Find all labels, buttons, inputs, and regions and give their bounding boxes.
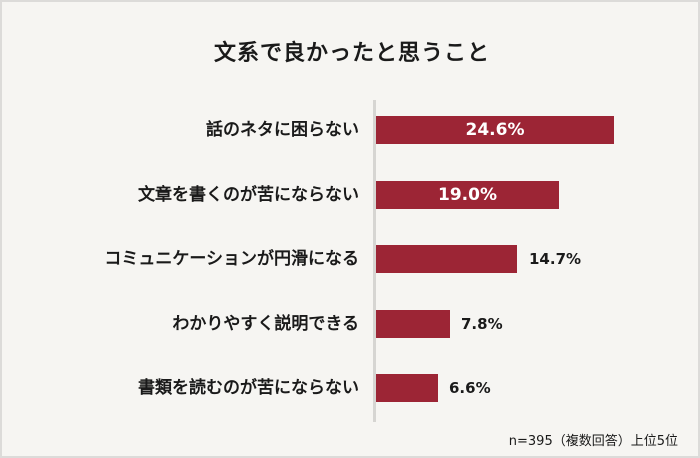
bar-row: 話のネタに困らない 24.6%	[2, 116, 700, 144]
category-label: コミュニケーションが円滑になる	[104, 249, 359, 269]
bar	[376, 374, 438, 402]
value-label: 6.6%	[449, 379, 491, 397]
bar	[376, 310, 450, 338]
category-label: わかりやすく説明できる	[172, 314, 359, 334]
category-label: 話のネタに困らない	[206, 120, 359, 140]
value-label: 14.7%	[529, 250, 582, 268]
chart-title: 文系で良かったと思うこと	[213, 41, 490, 66]
value-label: 19.0%	[438, 185, 497, 205]
y-axis-line	[373, 100, 376, 422]
bar-row: 書類を読むのが苦にならない 6.6%	[2, 374, 700, 402]
category-label: 書類を読むのが苦にならない	[138, 378, 359, 398]
value-label: 7.8%	[461, 315, 503, 333]
bar: 19.0%	[376, 181, 559, 209]
category-label: 文章を書くのが苦にならない	[138, 185, 359, 205]
value-label: 24.6%	[465, 120, 525, 140]
sample-size-note: n=395（複数回答）上位5位	[508, 434, 678, 449]
bar-row: コミュニケーションが円滑になる 14.7%	[2, 245, 700, 273]
bar-row: わかりやすく説明できる 7.8%	[2, 310, 700, 338]
bar	[376, 245, 517, 273]
bar-row: 文章を書くのが苦にならない 19.0%	[2, 181, 700, 209]
bar: 24.6%	[376, 116, 614, 144]
